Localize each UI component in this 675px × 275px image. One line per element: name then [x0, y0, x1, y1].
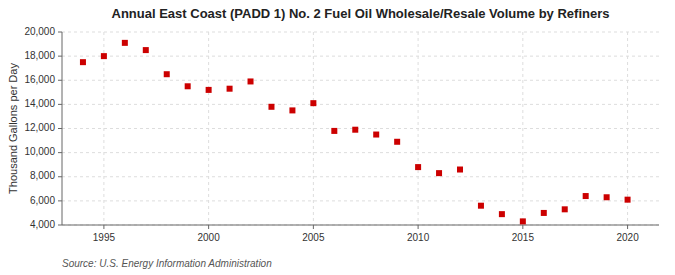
- tick-label-x: 2005: [302, 232, 325, 243]
- y-axis-line: [62, 32, 63, 225]
- tick-label-x: 2020: [616, 232, 639, 243]
- grid-line-y: [62, 200, 659, 201]
- point: [227, 86, 233, 92]
- source-note: Source: U.S. Energy Information Administ…: [62, 258, 272, 269]
- point: [583, 193, 589, 199]
- points: [80, 40, 631, 225]
- point: [143, 47, 149, 53]
- axes: 4,000 6,000 8,000 10,000 12,000 14,000 16,000 1…: [24, 26, 659, 243]
- point: [101, 53, 107, 59]
- grid-line-x: [313, 32, 314, 225]
- grid-line-y: [62, 176, 659, 177]
- point: [499, 211, 505, 217]
- tick-label-y: 12,000: [24, 122, 55, 133]
- tick-y: [58, 32, 62, 33]
- tick-x: [522, 225, 523, 229]
- point: [248, 78, 254, 84]
- grid-line-y: [62, 225, 659, 226]
- tick-label-y: 10,000: [24, 146, 55, 157]
- grid-line-y: [62, 128, 659, 129]
- point: [373, 132, 379, 138]
- tick-label-y: 8,000: [30, 170, 55, 181]
- point: [206, 87, 212, 93]
- point: [394, 139, 400, 145]
- tick-label-y: 20,000: [24, 26, 55, 37]
- point: [289, 107, 295, 113]
- grid-line-x: [627, 32, 628, 225]
- tick-x: [627, 225, 628, 229]
- tick-x: [103, 225, 104, 229]
- tick-y: [58, 56, 62, 57]
- tick-y: [58, 80, 62, 81]
- plot-area: [62, 32, 659, 225]
- tick-y: [58, 128, 62, 129]
- tick-label-x: 2000: [198, 232, 221, 243]
- point: [80, 59, 86, 65]
- title: Annual East Coast (PADD 1) No. 2 Fuel Oi…: [112, 6, 610, 21]
- point: [415, 164, 421, 170]
- tick-y: [58, 200, 62, 201]
- point: [478, 203, 484, 209]
- point: [541, 210, 547, 216]
- grid-line-y: [62, 152, 659, 153]
- point: [164, 71, 170, 77]
- tick-label-y: 16,000: [24, 74, 55, 85]
- grid-line-y: [62, 56, 659, 57]
- grid-line-y: [62, 104, 659, 105]
- point: [562, 206, 568, 212]
- point: [436, 170, 442, 176]
- point: [331, 128, 337, 134]
- tick-label-y: 4,000: [30, 219, 55, 230]
- grid-line-x: [522, 32, 523, 225]
- y-axis-label: Thousand Gallons per Day: [7, 63, 19, 194]
- tick-y: [58, 152, 62, 153]
- point: [604, 194, 610, 200]
- x-axis-line: [62, 225, 659, 226]
- tick-y: [58, 176, 62, 177]
- point: [310, 100, 316, 106]
- tick-y: [58, 225, 62, 226]
- point: [520, 218, 526, 224]
- grid-line-x: [103, 32, 104, 225]
- point: [185, 83, 191, 89]
- tick-label-x: 2015: [512, 232, 535, 243]
- point: [352, 127, 358, 133]
- tick-label-y: 6,000: [30, 195, 55, 206]
- point: [122, 40, 128, 46]
- tick-x: [208, 225, 209, 229]
- grid-line-x: [208, 32, 209, 225]
- tick-label-y: 14,000: [24, 98, 55, 109]
- grid-line-y: [62, 32, 659, 33]
- tick-x: [313, 225, 314, 229]
- point: [625, 197, 631, 203]
- grid-line-x: [418, 32, 419, 225]
- point: [457, 167, 463, 173]
- tick-label-x: 1995: [93, 232, 116, 243]
- tick-label-y: 18,000: [24, 50, 55, 61]
- point: [268, 104, 274, 110]
- grid-line-y: [62, 80, 659, 81]
- tick-label-x: 2010: [407, 232, 430, 243]
- tick-y: [58, 104, 62, 105]
- chart: 4,000 6,000 8,000 10,000 12,000 14,000 16,000 1…: [0, 0, 675, 275]
- tick-x: [418, 225, 419, 229]
- grid: [62, 32, 659, 225]
